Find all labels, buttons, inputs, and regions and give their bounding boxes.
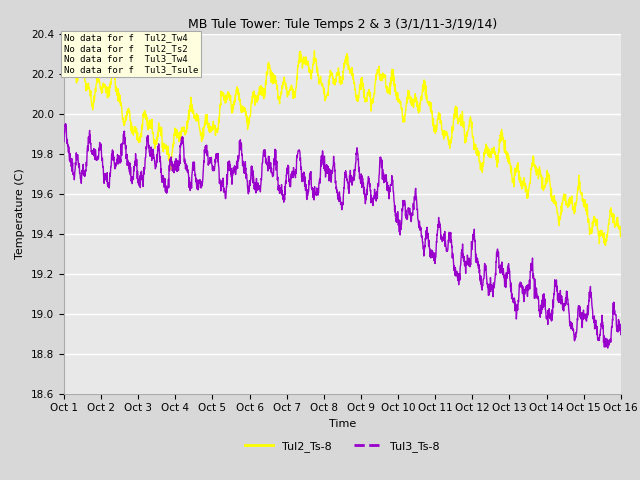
Title: MB Tule Tower: Tule Temps 2 & 3 (3/1/11-3/19/14): MB Tule Tower: Tule Temps 2 & 3 (3/1/11-…: [188, 18, 497, 31]
X-axis label: Time: Time: [329, 419, 356, 429]
Text: No data for f  Tul2_Tw4
No data for f  Tul2_Ts2
No data for f  Tul3_Tw4
No data : No data for f Tul2_Tw4 No data for f Tul…: [64, 34, 198, 74]
Y-axis label: Temperature (C): Temperature (C): [15, 168, 26, 259]
Legend: Tul2_Ts-8, Tul3_Ts-8: Tul2_Ts-8, Tul3_Ts-8: [241, 437, 444, 456]
